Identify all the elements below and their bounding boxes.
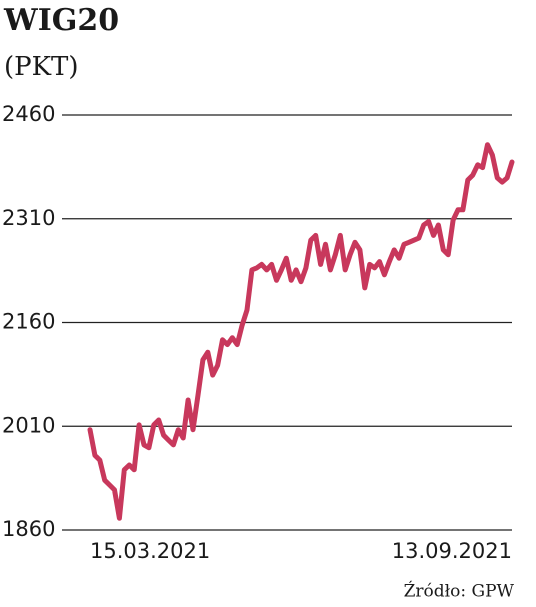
source: Źródło: GPW (404, 581, 515, 602)
y-tick-label: 2460 (2, 102, 55, 126)
chart-subtitle: (PKT) (4, 52, 79, 82)
y-tick-label: 2310 (2, 206, 55, 230)
line (87, 142, 515, 521)
chart-title: WIG20 (3, 3, 119, 38)
x-tick-label: 13.09.2021 (392, 539, 512, 563)
y-tick-label: 2010 (2, 413, 55, 437)
y-tick-label: 2160 (2, 310, 55, 334)
x-tick-label: 15.03.2021 (90, 539, 210, 563)
y-tick-label: 1860 (2, 517, 55, 541)
